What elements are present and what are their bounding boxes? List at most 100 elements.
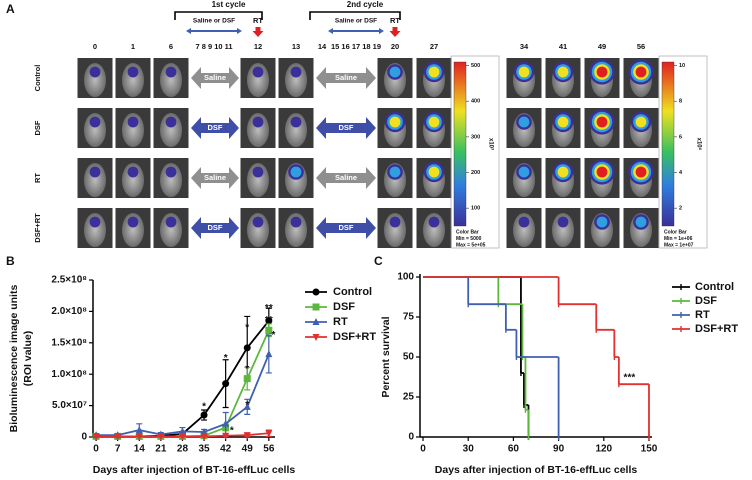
treatment-arrow: [316, 167, 376, 189]
treatment-arrow: [186, 28, 242, 34]
colorbar-note: Color Bar: [456, 229, 479, 235]
cycle-treatment: Saline or DSF: [193, 18, 235, 25]
signal-blob: [635, 116, 647, 128]
marker: [92, 433, 100, 441]
colorbar-tick-label: 100: [471, 206, 480, 212]
signal-blob: [557, 66, 569, 78]
treatment-label: Saline: [204, 73, 226, 82]
legend-label: DSF+RT: [695, 323, 738, 335]
significance: *: [245, 364, 249, 375]
mouse-body: [84, 163, 106, 197]
marker: [222, 380, 230, 388]
legend-label: DSF: [695, 295, 717, 307]
panel-label: A: [6, 2, 15, 16]
colorbar-frame: [658, 55, 708, 249]
legend-label: Control: [695, 281, 734, 293]
signal-blob: [290, 216, 302, 228]
day-label: 6: [169, 42, 173, 51]
y-axis-label: (ROI value): [22, 331, 34, 386]
signal-blob: [165, 166, 177, 178]
colorbar-frame: [450, 55, 500, 249]
cycle-bracket: [174, 11, 263, 20]
colorbar-tick-label: 6: [679, 134, 682, 140]
mouse-body: [160, 163, 182, 197]
treatment-arrow: [191, 167, 239, 189]
x-tick-label: 90: [553, 444, 565, 455]
significance: **: [265, 315, 273, 326]
mouse-body: [513, 213, 535, 247]
x-tick-label: 30: [463, 444, 475, 455]
y-axis-label: Bioluminescence image units: [8, 285, 20, 433]
marker: [178, 427, 186, 435]
marker: [312, 303, 320, 311]
x-axis-label: Days after injection of BT-16-effLuc cel…: [435, 464, 638, 476]
treatment-label: Saline: [335, 173, 357, 182]
marker: [222, 419, 230, 427]
colorbar-note: Min = 5000: [456, 236, 482, 242]
treatment-label: DSF: [339, 123, 354, 132]
mouse-body: [285, 63, 307, 97]
series-line: [96, 353, 270, 437]
treatment-arrow: [316, 217, 376, 239]
cycle-treatment: Saline or DSF: [335, 18, 377, 25]
significance: *: [272, 330, 276, 341]
y-tick-label: 2.5×10⁸: [51, 275, 87, 286]
day-label: 27: [430, 42, 438, 51]
mouse-body: [247, 213, 269, 247]
x-tick-label: 35: [198, 444, 210, 455]
significance: *: [202, 401, 206, 412]
signal-blob: [89, 166, 101, 178]
colorbar-tick-label: 2: [679, 206, 682, 212]
signal-blob: [518, 216, 530, 228]
treatment-arrow: [191, 217, 239, 239]
colorbar-note: Max = 1e+07: [664, 242, 694, 248]
mouse-body: [247, 63, 269, 97]
marker: [200, 411, 208, 419]
significance: ***: [624, 372, 636, 383]
day-label: 0: [93, 42, 97, 51]
cycle-title: 2nd cycle: [347, 0, 384, 9]
colorbar-tick-label: 500: [471, 63, 480, 69]
significance: *: [245, 400, 249, 411]
panel-label: B: [6, 254, 15, 268]
signal-blob: [635, 66, 647, 78]
series-line: [96, 329, 270, 438]
mouse-body: [285, 213, 307, 247]
cycle-title: 1st cycle: [212, 0, 246, 9]
signal-blob: [428, 216, 440, 228]
marker: [178, 433, 186, 441]
x-tick-label: 28: [177, 444, 189, 455]
mouse-body: [384, 213, 406, 247]
signal-blob: [596, 166, 608, 178]
rt-arrow: [389, 27, 401, 37]
signal-blob: [89, 116, 101, 128]
series-line: [96, 320, 270, 438]
colorbar-unit: x10³: [487, 138, 494, 150]
day-label: 7 8 9 10 11: [195, 42, 232, 51]
mouse-body: [160, 63, 182, 97]
mouse-body: [552, 213, 574, 247]
signal-blob: [557, 216, 569, 228]
marker: [200, 427, 208, 435]
rt-label: RT: [253, 16, 263, 25]
marker: [114, 433, 122, 441]
cycle-bracket: [309, 11, 401, 20]
panel-label: C: [374, 254, 383, 268]
colorbar-note: Min = 1e+06: [664, 236, 693, 242]
mouse-body: [423, 213, 445, 247]
y-axis-label: Percent survival: [380, 316, 392, 397]
mouse-body: [84, 63, 106, 97]
colorbar-tick-label: 300: [471, 134, 480, 140]
signal-blob: [165, 116, 177, 128]
rt-arrow: [252, 27, 264, 37]
marker: [243, 344, 251, 352]
day-label: 13: [292, 42, 300, 51]
signal-blob: [557, 166, 569, 178]
legend-label: Control: [333, 286, 372, 298]
signal-blob: [596, 116, 608, 128]
signal-blob: [165, 216, 177, 228]
significance: *: [224, 353, 228, 364]
signal-blob: [89, 216, 101, 228]
